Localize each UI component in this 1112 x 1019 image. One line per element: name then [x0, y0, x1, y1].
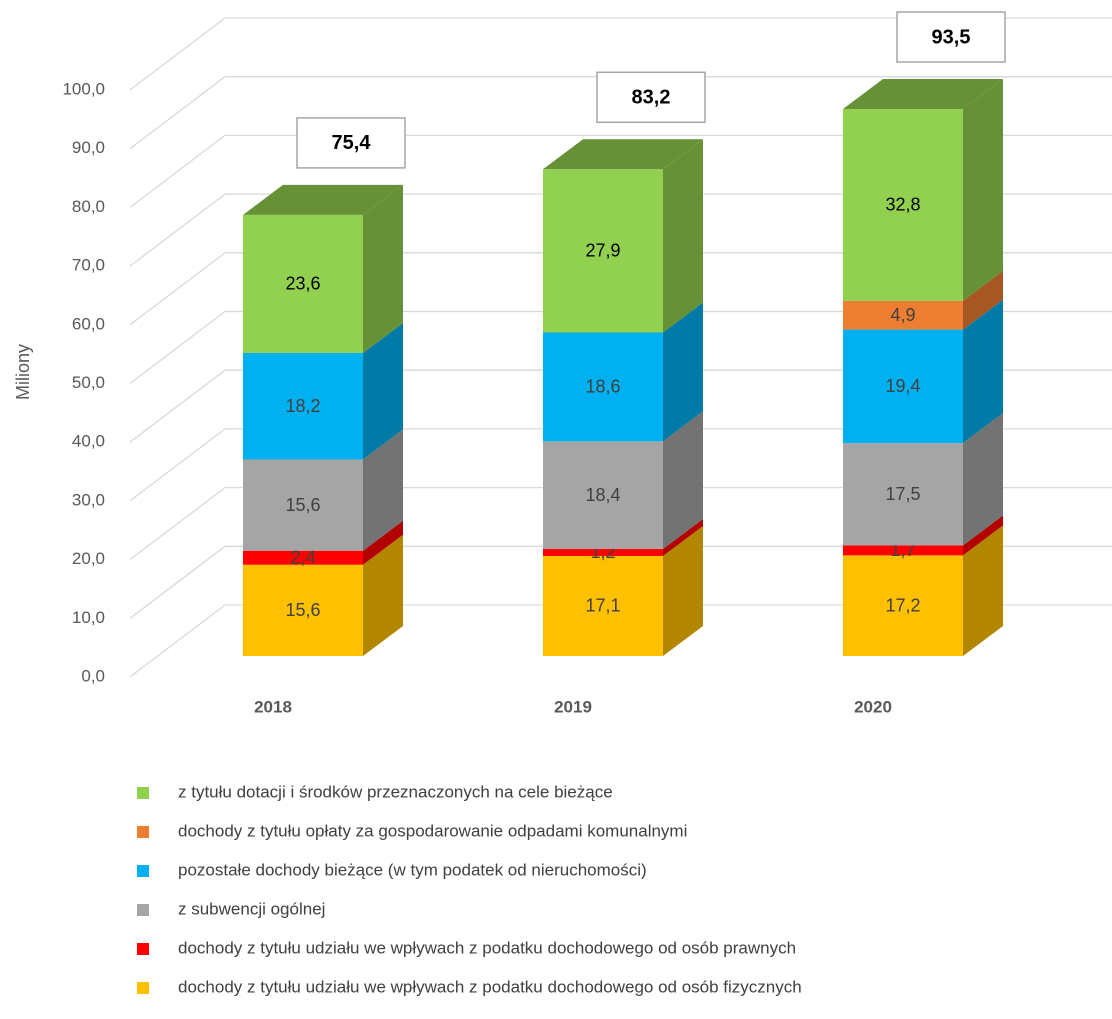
x-tick-label: 2019: [554, 697, 592, 716]
bar-segment: [843, 109, 963, 301]
bar-side: [663, 518, 703, 556]
legend-label: z subwencji ogólnej: [178, 899, 325, 918]
data-label: 17,5: [885, 484, 920, 504]
bar-segment: [543, 555, 663, 656]
grid-line: [129, 369, 1112, 443]
legend-label: dochody z tytułu udziału we wpływach z p…: [178, 938, 796, 957]
bar-side: [363, 184, 403, 353]
data-label: 15,6: [285, 600, 320, 620]
y-tick-label: 80,0: [72, 197, 105, 216]
bar-side: [663, 139, 703, 333]
grid-line: [129, 486, 1112, 561]
bar-segment: [543, 441, 663, 549]
y-tick-label: 60,0: [72, 314, 105, 333]
bar-segment: [843, 555, 963, 656]
grid-line: [129, 252, 1112, 326]
bar-segment: [843, 443, 963, 546]
bar-segment: [543, 548, 663, 556]
bar-segment: [843, 329, 963, 444]
data-label: 4,9: [890, 305, 915, 325]
data-label: 32,8: [885, 195, 920, 215]
bar-side: [363, 534, 403, 656]
data-label: 2,4: [290, 547, 315, 567]
grid-line: [129, 193, 1112, 267]
grid-line: [129, 17, 1112, 91]
bar-segment: [243, 564, 363, 656]
legend-label: dochody z tytułu udziału we wpływach z p…: [178, 977, 802, 996]
total-box: [596, 71, 706, 124]
bar-side: [663, 411, 703, 549]
legend-label: pozostałe dochody bieżące (w tym podatek…: [178, 860, 647, 879]
bar-segment: [843, 545, 963, 556]
bar-side: [663, 302, 703, 442]
bar-segment: [243, 214, 363, 353]
legend-marker: [137, 826, 149, 838]
bar-segment: [243, 459, 363, 551]
data-label: 17,2: [885, 595, 920, 615]
total-box: [296, 117, 406, 169]
total-label: 93,5: [932, 26, 971, 48]
grid-line: [129, 428, 1112, 502]
y-tick-label: 30,0: [72, 490, 105, 509]
grid-line: [129, 545, 1112, 619]
grid-line: [129, 310, 1112, 385]
y-tick-label: 70,0: [72, 256, 105, 275]
legend-label: z tytułu dotacji i środków przeznaczonyc…: [178, 782, 613, 801]
bar-side: [363, 322, 403, 460]
legend-marker: [137, 943, 149, 955]
y-tick-label: 20,0: [72, 549, 105, 568]
legend-marker: [137, 787, 149, 799]
x-tick-label: 2018: [254, 697, 292, 716]
bar-top: [843, 79, 1003, 110]
data-label: 27,9: [585, 241, 620, 261]
grid-line: [129, 604, 1112, 678]
data-label: 19,4: [885, 376, 920, 396]
y-tick-label: 40,0: [72, 432, 105, 451]
y-tick-label: 90,0: [72, 138, 105, 157]
data-label: 18,2: [285, 396, 320, 416]
total-box: [896, 11, 1006, 63]
bar-segment: [543, 169, 663, 333]
bar-top: [543, 139, 703, 170]
bar-side: [963, 270, 1003, 330]
data-label: 23,6: [285, 274, 320, 294]
legend-marker: [137, 904, 149, 916]
bar-side: [963, 515, 1003, 556]
bar-segment: [543, 332, 663, 442]
data-label: 18,6: [585, 377, 620, 397]
data-label: 15,6: [285, 495, 320, 515]
legend-marker: [137, 982, 149, 994]
legend-label: dochody z tytułu opłaty za gospodarowani…: [178, 821, 687, 840]
y-tick-label: 100,0: [62, 79, 105, 98]
x-tick-label: 2020: [854, 697, 892, 716]
bar-side: [663, 525, 703, 656]
grid-line: [129, 134, 1112, 208]
bar-side: [363, 520, 403, 565]
data-label: 18,4: [585, 485, 620, 505]
total-label: 83,2: [632, 87, 671, 109]
bar-side: [363, 429, 403, 551]
y-tick-label: 0,0: [81, 666, 105, 685]
bar-segment: [243, 352, 363, 460]
total-label: 75,4: [332, 132, 372, 154]
grid-line: [129, 76, 1112, 150]
bar-side: [963, 299, 1003, 444]
data-label: 17,1: [585, 596, 620, 616]
bar-segment: [843, 300, 963, 330]
bar-side: [963, 79, 1003, 301]
bar-segment: [243, 550, 363, 565]
y-tick-label: 50,0: [72, 373, 105, 392]
bar-side: [963, 525, 1003, 656]
bar-side: [963, 413, 1003, 546]
bar-top: [243, 184, 403, 215]
y-axis-label: Miliony: [13, 344, 33, 400]
y-tick-label: 10,0: [72, 608, 105, 627]
legend-marker: [137, 865, 149, 877]
